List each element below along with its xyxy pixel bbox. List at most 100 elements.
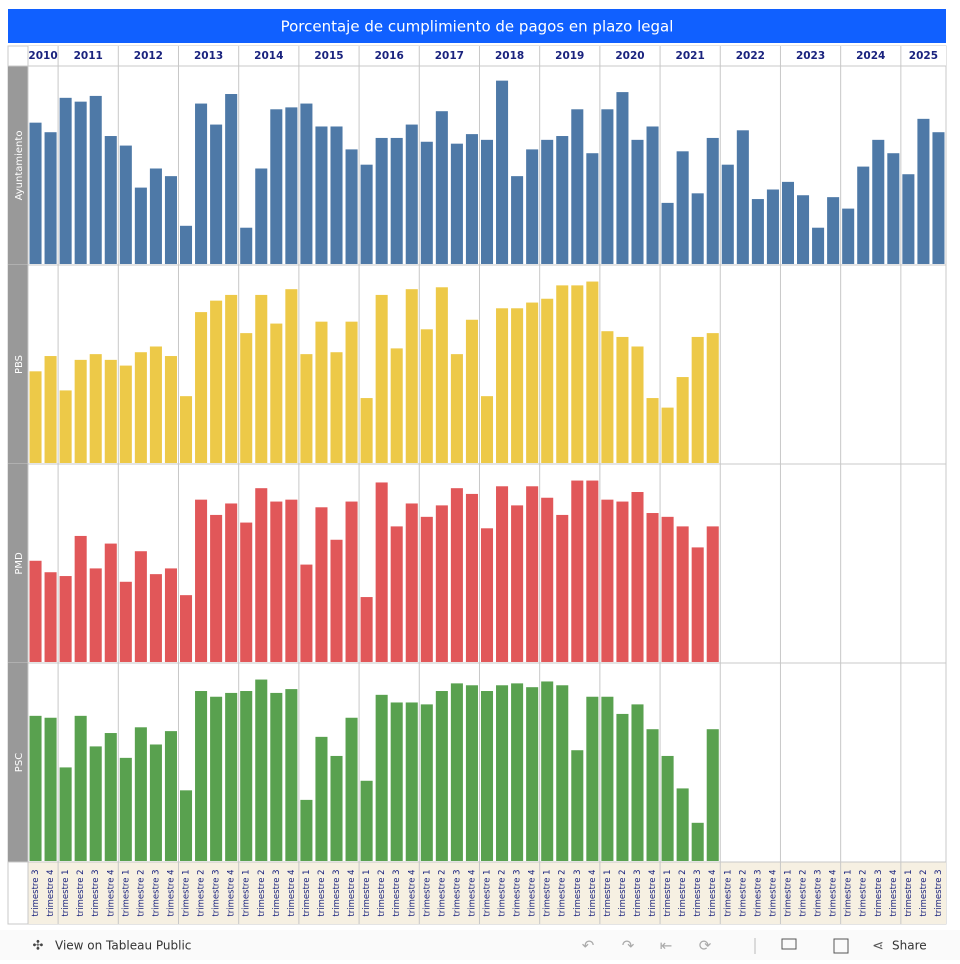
bar [526, 486, 539, 662]
bar [676, 526, 689, 662]
bar [255, 168, 268, 264]
bar [104, 543, 117, 662]
quarter-label: trimestre 4 [46, 869, 56, 916]
share-icon[interactable]: ⋖ [872, 938, 884, 954]
row-label: PMD [14, 552, 25, 575]
bar [706, 729, 719, 861]
bar [586, 281, 599, 463]
bar [210, 696, 223, 861]
quarter-label: trimestre 2 [76, 869, 86, 916]
bar [390, 348, 403, 463]
revert-icon[interactable]: ⇤ [660, 937, 673, 955]
bar [164, 568, 177, 662]
bar [179, 595, 193, 662]
quarter-label: trimestre 1 [422, 869, 432, 916]
bar [541, 298, 554, 463]
quarter-label: trimestre 1 [302, 869, 312, 916]
quarter-label: trimestre 2 [678, 869, 688, 916]
bar [526, 687, 539, 861]
bar [134, 727, 147, 861]
bar [496, 486, 509, 662]
quarter-label: trimestre 2 [197, 869, 207, 916]
quarter-label: trimestre 1 [783, 869, 793, 916]
bar [586, 696, 599, 861]
bar [300, 564, 313, 662]
bar [29, 122, 42, 264]
row-label: PSC [14, 753, 25, 772]
bar [842, 208, 855, 264]
quarter-label: trimestre 2 [136, 869, 146, 916]
bar [74, 101, 87, 265]
bar [89, 354, 102, 463]
bar [857, 166, 870, 264]
bar [601, 499, 614, 662]
bar [450, 354, 463, 463]
bar [315, 321, 328, 463]
bar [270, 323, 283, 463]
device-icon[interactable] [781, 938, 797, 950]
bar [119, 365, 132, 463]
bar [631, 492, 644, 662]
bar [225, 692, 238, 861]
bar [691, 547, 704, 662]
bar [706, 333, 719, 463]
year-label: 2013 [194, 50, 223, 62]
bar [225, 294, 238, 463]
bar [134, 187, 147, 264]
bar [285, 499, 298, 662]
bar [766, 189, 779, 264]
bar [601, 696, 614, 861]
quarter-label: trimestre 2 [437, 869, 447, 916]
bar [571, 285, 584, 463]
refresh-icon[interactable]: ⟳ [699, 937, 712, 955]
quarter-label: trimestre 1 [182, 869, 192, 916]
share-button[interactable]: Share [892, 939, 927, 953]
undo-icon[interactable]: ↶ [582, 937, 595, 955]
redo-icon[interactable]: ↷ [622, 937, 635, 955]
bar [89, 568, 102, 662]
bar [586, 480, 599, 662]
bar [450, 683, 463, 861]
view-link[interactable]: View on Tableau Public [55, 939, 191, 953]
bar [616, 713, 629, 861]
quarter-label: trimestre 3 [874, 869, 884, 916]
bar [89, 95, 102, 264]
bar [420, 516, 433, 662]
bar [345, 149, 358, 264]
bar [480, 691, 494, 861]
bar [435, 691, 448, 861]
quarter-label: trimestre 4 [889, 869, 899, 916]
bar [74, 535, 87, 662]
quarter-label: trimestre 4 [708, 869, 718, 916]
bar [149, 346, 162, 463]
bar [932, 132, 945, 264]
bar [435, 111, 448, 264]
bar [571, 480, 584, 662]
quarter-label: trimestre 3 [814, 869, 824, 916]
quarter-label: trimestre 3 [31, 869, 41, 916]
bar [526, 149, 539, 264]
bar [450, 488, 463, 662]
year-label: 2019 [555, 50, 584, 62]
bar [345, 501, 358, 662]
quarter-label: trimestre 4 [106, 869, 116, 916]
bar [104, 359, 117, 463]
bar [44, 572, 57, 662]
bar [360, 597, 373, 662]
row-header [8, 265, 28, 464]
bar [751, 199, 764, 264]
bar [917, 118, 930, 264]
quarter-label: trimestre 3 [573, 869, 583, 916]
bar [616, 336, 629, 463]
bar [631, 704, 644, 861]
row-label: Ayuntamiento [14, 131, 25, 201]
bar [631, 139, 644, 264]
bar [149, 744, 162, 861]
bar [405, 503, 418, 662]
fullscreen-icon[interactable] [833, 938, 849, 954]
bar [691, 193, 704, 264]
bar [179, 790, 193, 861]
bar [390, 137, 403, 264]
bar [134, 551, 147, 662]
bar [74, 715, 87, 861]
